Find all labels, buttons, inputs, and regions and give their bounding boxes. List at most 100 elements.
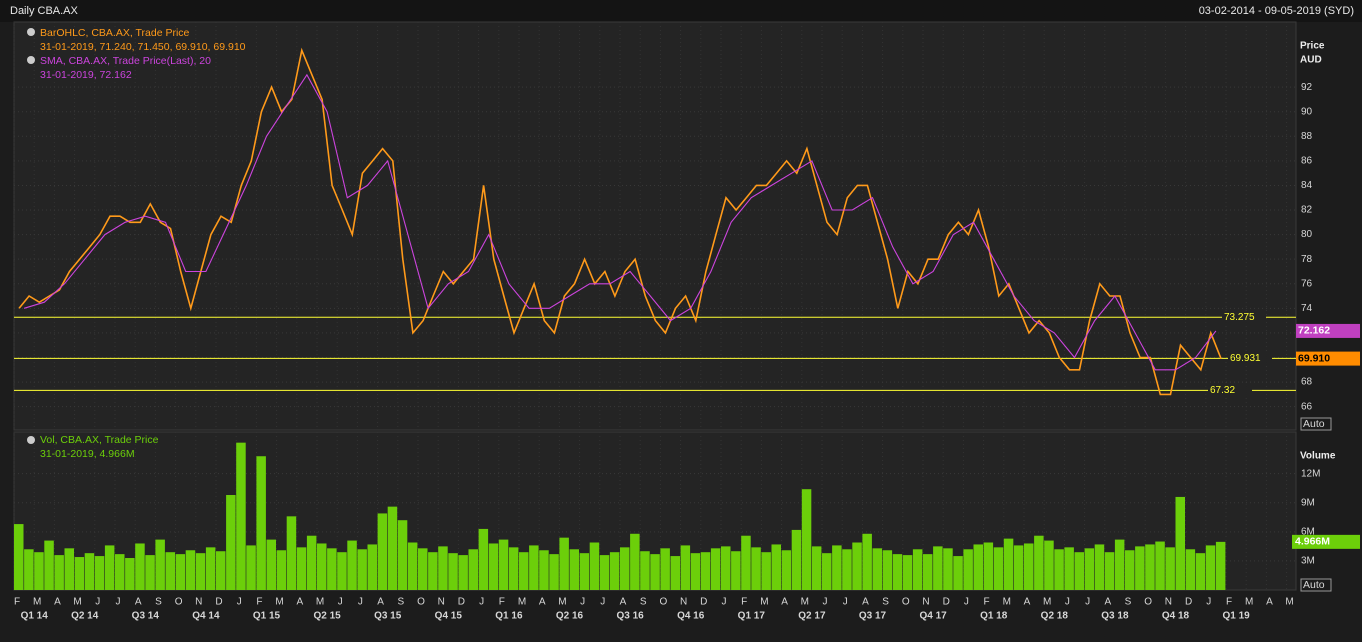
x-tick-label: M (1285, 597, 1293, 608)
volume-bar (488, 543, 499, 590)
x-tick-label: F (1226, 597, 1232, 608)
quarter-label: Q4 17 (919, 611, 947, 622)
volume-bar (1003, 538, 1014, 590)
x-tick-label: J (843, 597, 848, 608)
legend-icon (27, 436, 35, 444)
x-tick-label: D (943, 597, 950, 608)
volume-bar (589, 542, 600, 590)
volume-bar (862, 533, 872, 590)
x-tick-label: A (862, 597, 869, 608)
quarter-label: Q1 15 (253, 611, 281, 622)
x-tick-label: A (296, 597, 303, 608)
volume-bar (892, 554, 903, 590)
sma-line (23, 73, 1217, 371)
quarter-label: Q1 14 (21, 611, 49, 622)
volume-bar (317, 543, 327, 590)
x-tick-label: J (722, 597, 727, 608)
x-tick-label: M (1043, 597, 1051, 608)
last-value-label: 69.910 (1298, 352, 1330, 364)
x-tick-label: F (741, 597, 747, 608)
volume-bar (1094, 544, 1105, 590)
volume-bar (276, 550, 287, 590)
auto-button[interactable] (1300, 578, 1332, 592)
auto-button-label[interactable]: Auto (1303, 579, 1325, 591)
volume-bar (529, 545, 539, 590)
volume-bar (1185, 549, 1196, 590)
volume-bar (1195, 553, 1206, 590)
x-tick-label: J (358, 597, 363, 608)
volume-bar (357, 549, 367, 590)
x-tick-label: J (1065, 597, 1070, 608)
volume-bar (438, 546, 448, 590)
x-tick-label: S (155, 597, 162, 608)
volume-bar (690, 553, 701, 590)
y-tick-label: 68 (1301, 377, 1313, 388)
x-tick-label: J (1085, 597, 1090, 608)
x-tick-label: F (499, 597, 505, 608)
x-tick-label: M (73, 597, 81, 608)
window-title: Daily CBA.AX (10, 5, 79, 17)
volume-bar (216, 551, 226, 590)
x-tick-label: J (964, 597, 969, 608)
last-value-box (1296, 323, 1360, 338)
volume-bar (933, 546, 943, 590)
volume-bar (630, 533, 640, 590)
quarter-label: Q3 16 (616, 611, 644, 622)
x-tick-label: M (558, 597, 566, 608)
legend-text: 31-01-2019, 71.240, 71.450, 69.910, 69.9… (40, 41, 246, 53)
x-tick-label: A (54, 597, 61, 608)
volume-bar (650, 554, 660, 590)
x-tick-label: F (984, 597, 990, 608)
volume-bar (983, 542, 994, 590)
volume-bar (710, 548, 721, 590)
x-tick-label: S (640, 597, 647, 608)
quarter-label: Q2 15 (313, 611, 341, 622)
volume-bar (842, 549, 852, 590)
x-tick-label: A (135, 597, 142, 608)
x-tick-label: J (1206, 597, 1211, 608)
volume-bar (1135, 546, 1145, 590)
axis-title: Price (1300, 41, 1325, 52)
volume-bar (721, 546, 731, 590)
volume-bar (205, 547, 216, 590)
x-tick-label: N (195, 597, 202, 608)
level-label: 69.931 (1230, 353, 1261, 364)
x-tick-label: M (518, 597, 526, 608)
volume-bar (912, 549, 923, 590)
volume-bar (822, 553, 832, 590)
y-tick-label: 92 (1301, 82, 1313, 93)
axis-title: AUD (1300, 55, 1322, 66)
x-tick-label: A (1024, 597, 1031, 608)
y-tick-label: 6M (1301, 526, 1315, 537)
x-tick-label: M (275, 597, 283, 608)
volume-bar (1054, 549, 1064, 590)
volume-bar (246, 545, 256, 590)
legend-text: 31-01-2019, 4.966M (40, 448, 135, 460)
x-tick-label: N (1165, 597, 1172, 608)
volume-bar (1165, 547, 1175, 590)
x-tick-label: M (1245, 597, 1253, 608)
x-tick-label: S (882, 597, 889, 608)
x-tick-label: N (438, 597, 445, 608)
quarter-label: Q2 14 (71, 611, 99, 622)
y-tick-label: 90 (1301, 106, 1313, 117)
y-tick-label: 80 (1301, 229, 1313, 240)
x-tick-label: F (14, 597, 20, 608)
volume-bar (811, 546, 822, 590)
quarter-label: Q4 14 (192, 611, 220, 622)
x-tick-label: J (479, 597, 484, 608)
x-tick-label: J (823, 597, 828, 608)
auto-button[interactable] (1300, 417, 1332, 431)
quarter-label: Q3 14 (132, 611, 160, 622)
auto-button-label[interactable]: Auto (1303, 418, 1325, 430)
volume-bar (165, 552, 175, 590)
date-range: 03-02-2014 - 09-05-2019 (SYD) (1199, 5, 1354, 17)
volume-bar (791, 529, 802, 590)
x-tick-label: M (760, 597, 768, 608)
volume-bar (468, 549, 478, 590)
last-value-box (1292, 534, 1360, 549)
x-tick-label: J (580, 597, 585, 608)
volume-bar (1114, 539, 1125, 590)
quarter-label: Q4 15 (435, 611, 463, 622)
